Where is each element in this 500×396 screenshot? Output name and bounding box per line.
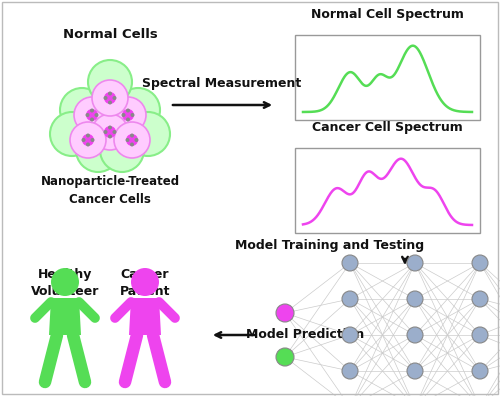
- Circle shape: [94, 113, 98, 117]
- Circle shape: [90, 109, 94, 112]
- Circle shape: [472, 291, 488, 307]
- Circle shape: [276, 304, 294, 322]
- Circle shape: [407, 363, 423, 379]
- Circle shape: [108, 101, 112, 105]
- Circle shape: [108, 126, 112, 129]
- Circle shape: [130, 133, 134, 137]
- Circle shape: [51, 268, 79, 296]
- Text: Cancer Cell Spectrum: Cancer Cell Spectrum: [312, 121, 463, 134]
- Circle shape: [126, 138, 130, 142]
- Circle shape: [86, 143, 90, 147]
- Circle shape: [130, 113, 134, 117]
- Polygon shape: [129, 298, 161, 335]
- Circle shape: [116, 88, 160, 132]
- FancyBboxPatch shape: [295, 148, 480, 233]
- FancyBboxPatch shape: [295, 35, 480, 120]
- Polygon shape: [49, 298, 81, 335]
- Circle shape: [104, 96, 108, 100]
- Circle shape: [342, 363, 358, 379]
- Circle shape: [342, 255, 358, 271]
- Circle shape: [114, 122, 150, 158]
- Circle shape: [74, 97, 110, 133]
- Circle shape: [472, 327, 488, 343]
- Circle shape: [472, 255, 488, 271]
- Circle shape: [126, 134, 138, 146]
- Circle shape: [88, 60, 132, 104]
- Circle shape: [122, 109, 134, 121]
- Circle shape: [50, 112, 94, 156]
- Circle shape: [82, 134, 94, 146]
- Circle shape: [76, 128, 120, 172]
- Circle shape: [90, 138, 94, 142]
- Circle shape: [122, 113, 126, 117]
- Circle shape: [86, 113, 89, 117]
- Circle shape: [472, 363, 488, 379]
- Circle shape: [86, 133, 90, 137]
- Circle shape: [131, 268, 159, 296]
- Circle shape: [342, 327, 358, 343]
- Circle shape: [130, 143, 134, 147]
- Circle shape: [100, 128, 144, 172]
- Circle shape: [134, 138, 138, 142]
- Circle shape: [407, 291, 423, 307]
- Circle shape: [110, 97, 146, 133]
- Text: Cancer
Patient: Cancer Patient: [120, 268, 170, 298]
- Circle shape: [82, 138, 86, 142]
- Circle shape: [104, 126, 116, 138]
- Text: Model Training and Testing: Model Training and Testing: [236, 240, 424, 253]
- Circle shape: [104, 92, 116, 104]
- Circle shape: [60, 88, 104, 132]
- Circle shape: [407, 327, 423, 343]
- Text: Normal Cells: Normal Cells: [62, 28, 158, 41]
- Circle shape: [112, 130, 116, 134]
- Circle shape: [407, 255, 423, 271]
- Circle shape: [92, 114, 128, 150]
- Circle shape: [70, 122, 106, 158]
- Circle shape: [112, 96, 116, 100]
- Text: Normal Cell Spectrum: Normal Cell Spectrum: [311, 8, 464, 21]
- Circle shape: [92, 80, 128, 116]
- Circle shape: [108, 91, 112, 95]
- Circle shape: [276, 348, 294, 366]
- Circle shape: [90, 118, 94, 122]
- Circle shape: [104, 130, 108, 134]
- Circle shape: [342, 291, 358, 307]
- Text: Model Prediction: Model Prediction: [246, 329, 364, 341]
- Circle shape: [126, 112, 170, 156]
- Text: Spectral Measurement: Spectral Measurement: [142, 77, 302, 90]
- Text: Nanoparticle-Treated
Cancer Cells: Nanoparticle-Treated Cancer Cells: [40, 175, 179, 206]
- Circle shape: [86, 109, 98, 121]
- Text: Healthy
Volunteer: Healthy Volunteer: [31, 268, 99, 298]
- Circle shape: [126, 118, 130, 122]
- Circle shape: [126, 109, 130, 112]
- Circle shape: [108, 135, 112, 139]
